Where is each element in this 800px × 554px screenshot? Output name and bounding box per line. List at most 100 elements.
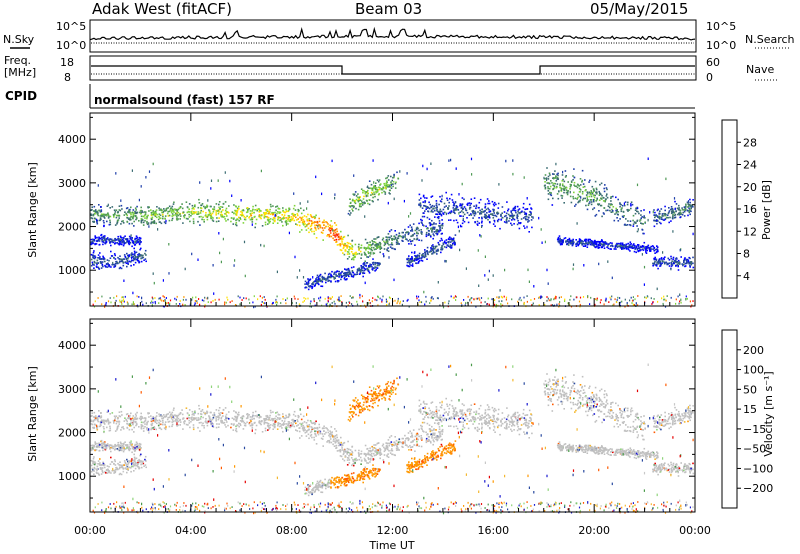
power-cell bbox=[657, 300, 659, 303]
power-cell bbox=[499, 227, 501, 230]
power-cell bbox=[307, 283, 309, 286]
power-cell bbox=[663, 298, 665, 301]
power-cell bbox=[236, 209, 239, 212]
power-cell bbox=[431, 248, 433, 251]
power-cell bbox=[439, 213, 441, 215]
power-cell bbox=[631, 299, 634, 302]
power-cell bbox=[431, 219, 433, 222]
power-cell bbox=[450, 210, 453, 212]
power-cell bbox=[572, 238, 574, 241]
power-cell bbox=[610, 196, 612, 198]
power-cell bbox=[674, 260, 677, 262]
power-cell bbox=[163, 305, 165, 308]
power-cell bbox=[108, 223, 111, 226]
power-cell bbox=[369, 253, 372, 255]
power-cell bbox=[430, 227, 433, 229]
power-cell bbox=[678, 214, 681, 216]
power-cell bbox=[395, 233, 398, 236]
velocity-cell bbox=[340, 436, 342, 439]
power-cell bbox=[253, 295, 255, 298]
power-cell bbox=[117, 214, 120, 217]
velocity-cell bbox=[153, 426, 156, 428]
power-cell bbox=[197, 211, 199, 213]
power-cell bbox=[554, 170, 556, 172]
power-cell bbox=[447, 241, 449, 243]
power-cell bbox=[420, 229, 422, 231]
power-cell bbox=[386, 180, 388, 182]
power-cell bbox=[547, 190, 550, 192]
velocity-cell bbox=[370, 454, 372, 456]
power-cell bbox=[593, 200, 595, 203]
power-cell bbox=[246, 215, 248, 217]
power-cell bbox=[659, 262, 662, 265]
power-cell bbox=[391, 242, 393, 244]
power-cell bbox=[192, 212, 195, 214]
power-cell bbox=[561, 183, 564, 185]
power-cell bbox=[637, 210, 639, 213]
power-cell bbox=[351, 208, 353, 210]
power-cell bbox=[518, 222, 520, 224]
power-cell bbox=[293, 295, 295, 298]
power-cell bbox=[133, 303, 135, 305]
power-cell bbox=[268, 218, 270, 221]
velocity-cell bbox=[346, 457, 349, 459]
power-cell bbox=[140, 221, 143, 223]
power-cell bbox=[308, 285, 310, 288]
power-cell bbox=[522, 217, 525, 219]
power-cell bbox=[590, 242, 593, 244]
power-cell bbox=[118, 237, 120, 240]
power-cell bbox=[330, 280, 332, 282]
power-cell bbox=[309, 285, 312, 287]
power-cell bbox=[124, 256, 127, 259]
power-cell bbox=[386, 303, 388, 306]
velocity-cell bbox=[367, 458, 370, 461]
power-cell bbox=[333, 273, 335, 276]
power-cell bbox=[491, 214, 494, 216]
power-cell bbox=[376, 189, 379, 192]
power-cell bbox=[394, 230, 396, 232]
power-cell bbox=[349, 206, 352, 208]
power-cell bbox=[443, 202, 446, 205]
power-cell bbox=[216, 210, 218, 212]
power-cell bbox=[127, 217, 129, 219]
power-cell bbox=[601, 246, 603, 249]
power-cell bbox=[371, 249, 374, 252]
power-cell bbox=[683, 209, 685, 211]
power-cell bbox=[437, 210, 439, 213]
power-cell bbox=[128, 210, 131, 213]
power-cell bbox=[184, 267, 186, 271]
power-cell bbox=[428, 232, 430, 235]
power-cell bbox=[138, 252, 140, 255]
power-cell bbox=[200, 207, 202, 209]
power-cell bbox=[579, 303, 581, 306]
power-cell bbox=[243, 240, 246, 244]
power-cell bbox=[672, 258, 674, 261]
power-cell bbox=[436, 206, 438, 208]
power-cell bbox=[459, 203, 462, 205]
power-cell bbox=[584, 245, 586, 247]
power-cell bbox=[392, 176, 394, 179]
power-cell bbox=[511, 224, 513, 226]
power-cell bbox=[171, 213, 174, 215]
velocity-cell bbox=[108, 429, 111, 432]
power-cell bbox=[491, 200, 494, 203]
power-cell bbox=[118, 238, 120, 241]
power-cell bbox=[398, 243, 400, 245]
power-cell bbox=[438, 203, 440, 206]
power-cell bbox=[674, 208, 676, 210]
power-cell bbox=[249, 302, 251, 304]
power-cell bbox=[196, 302, 198, 304]
power-cell bbox=[220, 215, 223, 218]
power-cell bbox=[378, 188, 380, 191]
power-cell bbox=[478, 201, 481, 204]
power-cell bbox=[651, 303, 653, 305]
power-cell bbox=[672, 230, 674, 233]
power-cell bbox=[358, 243, 360, 246]
power-cell bbox=[584, 179, 586, 181]
power-cell bbox=[112, 261, 114, 265]
power-cell bbox=[644, 296, 646, 299]
power-cell bbox=[136, 236, 138, 239]
power-cell bbox=[651, 245, 654, 247]
power-cell bbox=[593, 196, 596, 199]
power-cell bbox=[600, 182, 603, 185]
